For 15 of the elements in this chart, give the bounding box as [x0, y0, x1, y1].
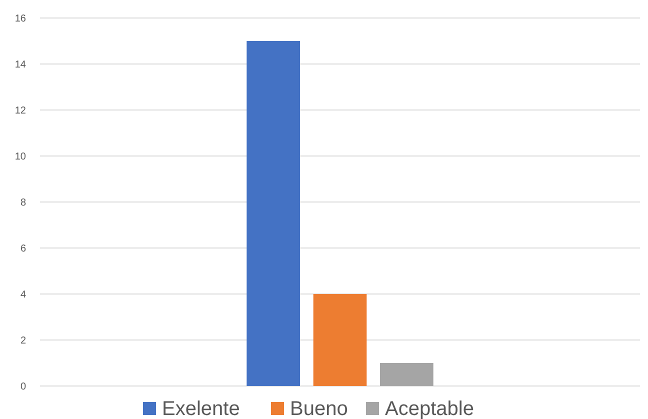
legend-label: Exelente	[162, 398, 240, 419]
bar	[313, 294, 367, 386]
y-tick-label: 14	[14, 60, 26, 70]
legend-label: Aceptable	[385, 398, 474, 419]
y-tick-label: 8	[20, 198, 26, 208]
bar	[246, 41, 300, 386]
bar	[380, 363, 434, 386]
legend-label: Bueno	[290, 398, 348, 419]
y-tick-label: 4	[20, 290, 26, 300]
y-tick-label: 2	[20, 336, 26, 346]
y-tick-label: 12	[14, 106, 26, 116]
y-tick-label: 16	[14, 14, 26, 24]
y-tick-label: 6	[20, 244, 26, 254]
y-tick-label: 10	[14, 152, 26, 162]
y-tick-label: 0	[20, 382, 26, 392]
